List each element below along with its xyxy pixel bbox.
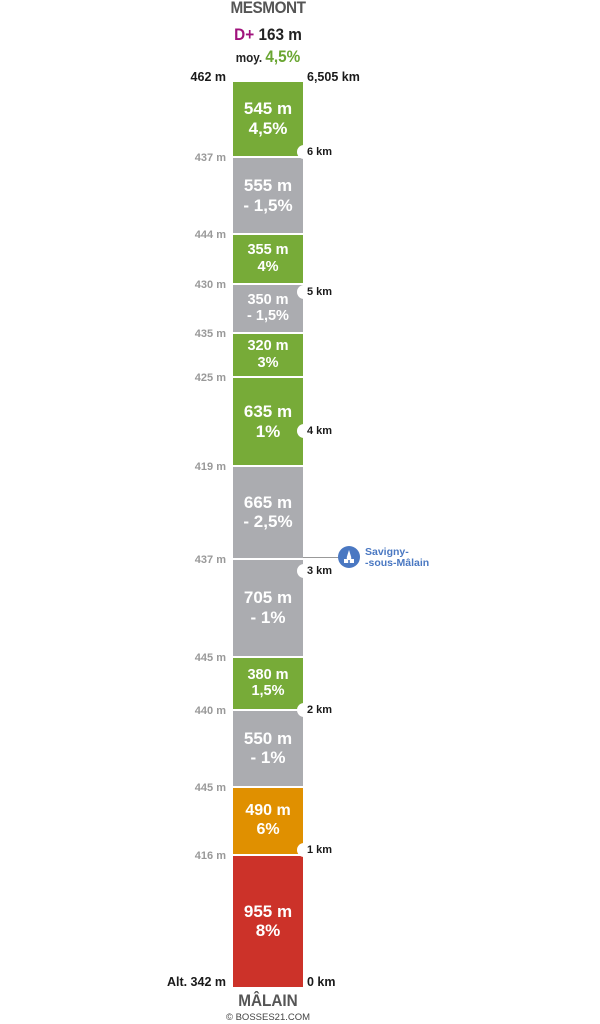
- elevation-gain: D+ 163 m: [178, 25, 358, 45]
- km-notch: [297, 703, 311, 718]
- altitude-label: 425 m: [194, 372, 226, 385]
- km-marker-label: 2 km: [307, 704, 333, 717]
- segment-length: 550 m: [243, 728, 293, 748]
- start-title: MÂLAIN: [238, 991, 298, 1010]
- end-altitude: 462 m: [190, 70, 226, 84]
- km-notch: [297, 842, 311, 857]
- altitude-label: 419 m: [194, 460, 226, 473]
- altitude-label: 437 m: [194, 553, 226, 566]
- segment-6: 665 m- 2,5%: [233, 466, 303, 560]
- church-icon: [338, 546, 360, 568]
- total-distance: 6,505 km: [307, 70, 360, 84]
- km-marker-label: 1 km: [307, 843, 333, 856]
- segment-grade: 1,5%: [251, 683, 285, 700]
- km-marker-label: 5 km: [307, 285, 333, 298]
- km-notch: [297, 563, 311, 578]
- dplus-label: D+: [234, 25, 255, 44]
- summit-title: MESMONT: [230, 0, 306, 17]
- altitude-label: 430 m: [194, 278, 226, 291]
- km-notch: [297, 145, 311, 160]
- segment-length: 490 m: [245, 802, 291, 820]
- altitude-label: 444 m: [194, 229, 226, 242]
- profile-column: 955 m 8% 490 m 6% 550 m- 1% 380 m 1,5% 705 m- 1…: [233, 0, 303, 1024]
- poi-label-line1: Savigny-: [365, 546, 409, 558]
- altitude-label: 416 m: [194, 849, 226, 862]
- dplus-value: 163 m: [258, 25, 302, 44]
- start-distance: 0 km: [307, 975, 336, 989]
- avg-label: moy.: [235, 50, 263, 65]
- segment-length: 350 m: [247, 291, 289, 308]
- segment-grade: - 1%: [250, 748, 286, 768]
- segment-length: 635 m: [243, 402, 293, 421]
- segment-9: 350 m- 1,5%: [233, 284, 303, 334]
- km-marker-label: 6 km: [307, 146, 333, 159]
- segment-7: 635 m 1%: [233, 378, 303, 467]
- segment-grade: 8%: [255, 921, 281, 941]
- start-altitude: Alt. 342 m: [166, 975, 226, 989]
- segment-4: 380 m 1,5%: [233, 657, 303, 711]
- segment-length: 955 m: [243, 901, 293, 921]
- segment-10: 355 m 4%: [233, 235, 303, 285]
- avg-value: 4,5%: [265, 47, 301, 66]
- copyright: © BOSSES21.COM: [225, 1012, 311, 1023]
- segment-length: 380 m: [247, 666, 289, 683]
- segment-grade: - 1,5%: [247, 308, 289, 325]
- segment-8: 320 m 3%: [233, 333, 303, 379]
- segment-1: 955 m 8%: [233, 855, 303, 989]
- segment-length: 545 m: [243, 99, 293, 119]
- poi-leader-line: [303, 557, 339, 558]
- segment-length: 320 m: [247, 338, 289, 355]
- altitude-label: 437 m: [194, 151, 226, 164]
- segment-grade: 4%: [257, 259, 279, 276]
- km-marker-label: 3 km: [307, 564, 333, 577]
- segment-12: 545 m 4,5%: [233, 82, 303, 158]
- segment-grade: 6%: [256, 820, 280, 838]
- segment-length: 355 m: [247, 242, 289, 259]
- poi-label-line2: -sous-Mâlain: [365, 557, 430, 569]
- segment-grade: - 1%: [250, 607, 286, 627]
- segment-grade: - 1,5%: [243, 195, 293, 215]
- segment-grade: - 2,5%: [243, 512, 293, 532]
- altitude-label: 435 m: [194, 327, 226, 340]
- segment-grade: 4,5%: [248, 118, 288, 138]
- segment-length: 555 m: [243, 176, 293, 196]
- segment-11: 555 m- 1,5%: [233, 157, 303, 236]
- km-notch: [297, 284, 311, 299]
- altitude-label: 445 m: [194, 651, 226, 664]
- poi-label: Savigny- -sous-Mâlain: [365, 547, 429, 569]
- segment-grade: 1%: [255, 421, 281, 441]
- altitude-label: 440 m: [194, 704, 226, 717]
- segment-2: 490 m 6%: [233, 787, 303, 856]
- segment-length: 705 m: [243, 588, 293, 608]
- segment-grade: 3%: [257, 354, 279, 371]
- altitude-label: 445 m: [194, 781, 226, 794]
- segment-length: 665 m: [243, 492, 293, 512]
- segment-5: 705 m- 1%: [233, 559, 303, 658]
- km-marker-label: 4 km: [307, 425, 333, 438]
- km-notch: [297, 424, 311, 439]
- segment-3: 550 m- 1%: [233, 710, 303, 788]
- average-grade: moy. 4,5%: [178, 47, 358, 67]
